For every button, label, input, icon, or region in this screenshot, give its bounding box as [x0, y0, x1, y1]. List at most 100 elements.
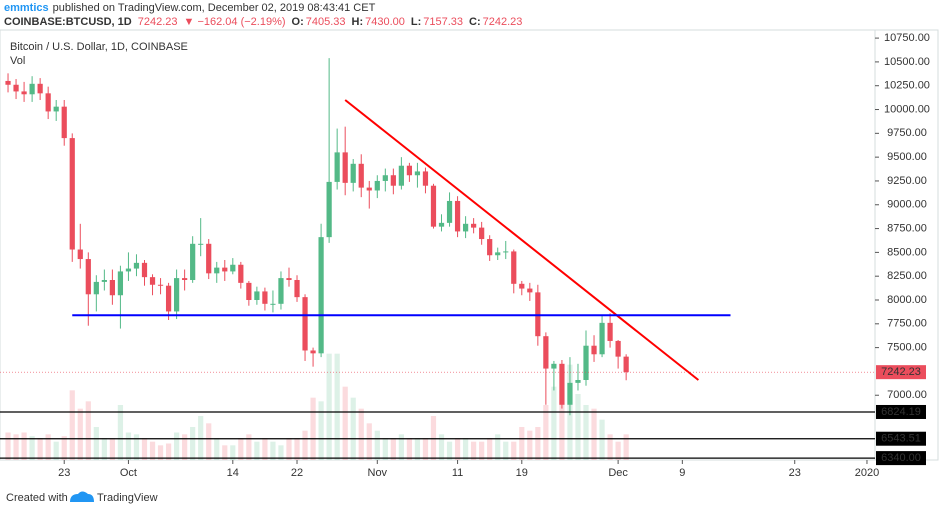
footer-brand[interactable]: TradingView: [97, 492, 158, 504]
candle-body: [358, 163, 364, 188]
volume-bar: [109, 438, 115, 460]
volume-bar: [278, 445, 284, 460]
volume-bar: [133, 434, 140, 460]
volume-bar: [559, 390, 565, 460]
candle-body: [21, 91, 27, 95]
volume-bar: [77, 408, 83, 460]
x-tick-label: 9: [679, 467, 685, 479]
symbol: COINBASE:BTCUSD, 1D: [4, 16, 132, 28]
volume-bar: [599, 419, 605, 460]
volume-bar: [414, 438, 421, 460]
volume-bar: [157, 445, 164, 460]
volume-bar: [206, 423, 212, 460]
volume-bar: [519, 427, 525, 460]
volume-bar: [270, 441, 276, 460]
volume-bar: [382, 438, 388, 460]
candle-body: [246, 282, 252, 300]
volume-bar: [230, 445, 236, 460]
candle-body: [198, 243, 204, 245]
candle-body: [462, 223, 469, 232]
candle-body: [294, 280, 300, 298]
candle-body: [623, 356, 629, 373]
candle-body: [454, 200, 461, 232]
volume-bar: [583, 405, 589, 460]
candle-body: [101, 280, 107, 282]
candle-body: [302, 297, 308, 351]
volume-bar: [398, 434, 404, 460]
candle-body: [45, 93, 51, 112]
candle-body: [29, 83, 35, 95]
candle-body: [206, 243, 212, 274]
volume-bar: [141, 438, 148, 460]
volume-bar: [85, 401, 91, 460]
volume-bar: [69, 390, 75, 460]
ohlc-key: H:: [352, 16, 364, 28]
candle-body: [286, 278, 292, 280]
volume-bar: [527, 430, 533, 460]
y-tick-label: 9500.00: [887, 151, 927, 163]
candle-body: [559, 363, 565, 405]
candle-body: [190, 243, 196, 280]
candle-body: [430, 185, 437, 227]
volume-bar: [37, 438, 43, 460]
volume-bar: [462, 438, 469, 460]
candle-body: [125, 268, 132, 272]
volume-bar: [45, 434, 51, 460]
y-tick-label: 10250.00: [884, 80, 930, 92]
volume-bar: [454, 438, 461, 460]
change: ▼ −162.04 (−2.19%): [184, 16, 286, 28]
publisher[interactable]: emmtics: [4, 2, 49, 14]
volume-bar: [535, 427, 541, 460]
y-tick-label: 8000.00: [887, 294, 927, 306]
volume-bar: [374, 430, 380, 460]
volume-bar: [495, 434, 501, 460]
candle-body: [318, 237, 324, 354]
volume-bar: [430, 416, 437, 460]
x-tick-label: 14: [227, 467, 239, 479]
volume-bar: [190, 427, 196, 460]
y-tick-label: 7000.00: [887, 389, 927, 401]
candle-body: [551, 363, 557, 369]
candle-body: [511, 251, 517, 284]
candle-body: [222, 267, 228, 272]
x-tick-label: 11: [452, 467, 463, 479]
volume-bar: [53, 441, 59, 460]
y-tick-label: 8250.00: [887, 270, 927, 282]
candle-body: [446, 200, 453, 223]
volume-bar: [503, 441, 509, 460]
candle-body: [93, 281, 99, 295]
volume-bar: [173, 432, 180, 460]
volume-bar: [61, 436, 67, 460]
candle-body: [471, 223, 477, 228]
x-tick-label: 23: [789, 467, 801, 479]
volume-label: Vol: [10, 55, 25, 67]
price-label: 6340.00: [881, 452, 921, 464]
volume-bar: [350, 397, 356, 460]
price-label-box: [876, 404, 926, 419]
candle-body: [157, 284, 164, 286]
volume-bar: [334, 353, 340, 460]
candle-body: [310, 350, 316, 354]
volume-bar: [390, 438, 396, 460]
volume-bar: [13, 434, 19, 460]
candle-body: [366, 187, 372, 191]
volume-bar: [294, 438, 300, 460]
volume-bar: [182, 434, 188, 460]
volume-bar: [366, 423, 372, 460]
candle-body: [149, 277, 156, 285]
candle-body: [117, 271, 124, 296]
volume-bar: [198, 416, 204, 460]
volume-bar: [125, 432, 132, 460]
volume-bar: [165, 443, 172, 460]
candle-body: [61, 106, 67, 139]
volume-bar: [318, 401, 324, 460]
volume-bar: [438, 434, 445, 460]
y-tick-label: 9000.00: [887, 199, 927, 211]
volume-bar: [358, 408, 364, 460]
chart-title: Bitcoin / U.S. Dollar, 1D, COINBASE: [10, 41, 188, 53]
ohlc-value: 7405.33: [306, 16, 346, 28]
volume-bar: [117, 405, 124, 460]
price-label-box: [876, 431, 926, 446]
ohlc-value: 7157.33: [423, 16, 463, 28]
